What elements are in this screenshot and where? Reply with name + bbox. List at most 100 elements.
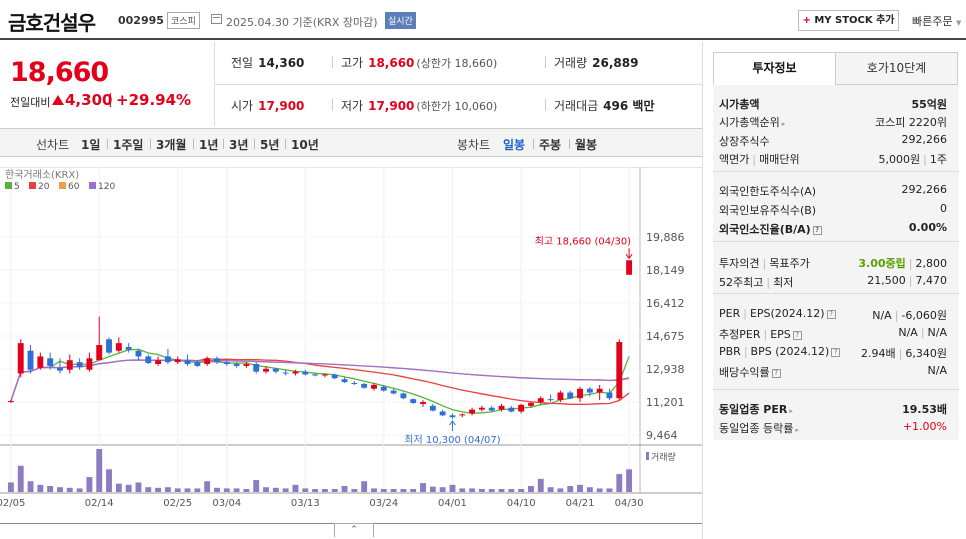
amount-value: 496 백만 (603, 99, 655, 113)
volume-bar (66, 487, 73, 492)
volume-bar (194, 488, 201, 492)
help-icon[interactable]: ? (831, 348, 841, 357)
candle-body (282, 372, 289, 374)
volume-bar (380, 489, 387, 492)
tab-order-book[interactable]: 호가10단계 (835, 52, 958, 85)
add-my-stock-label: MY STOCK 추가 (810, 15, 895, 26)
candle-daily[interactable]: 일봉 (503, 138, 526, 152)
price-chart[interactable]: 한국거래소(KRX) 5 20 60 120 19,886 18,149 16,412 14… (0, 167, 702, 512)
x-tick-label: 02/25 (163, 498, 192, 509)
y-tick-label: 14,675 (646, 330, 685, 343)
candle-body (292, 371, 299, 374)
open-value: 17,900 (258, 99, 305, 113)
help-icon[interactable]: ? (771, 369, 781, 378)
help-icon[interactable]: ? (792, 331, 802, 340)
week52-low-text: 최저 (773, 276, 794, 289)
foreign-ratio-row: 외국인소진율(B/A)? 0.00% (719, 221, 947, 239)
volume: 거래량 26,889 (554, 54, 638, 71)
ma-5-line (10, 348, 630, 415)
add-my-stock-button[interactable]: + MY STOCK 추가 (798, 10, 899, 31)
help-icon[interactable]: ? (826, 310, 836, 319)
market-cap-rank-label: 시가총액순위 ▸ (719, 114, 785, 130)
period-1d[interactable]: 1일 (81, 138, 101, 152)
tab-invest-info[interactable]: 투자정보 (713, 52, 836, 85)
candle-monthly[interactable]: 월봉 (575, 138, 598, 152)
industry-per-label: 동일업종 PER ▸ (719, 401, 793, 417)
week52-label: 52주최고 | 최저 (719, 274, 793, 290)
opinion-text: 투자의견 (719, 257, 760, 270)
stock-name: 금호건설우 (8, 11, 96, 35)
opinion-rating: 3.00중립 (858, 257, 906, 270)
dividend-value: N/A (927, 364, 947, 377)
period-1y[interactable]: 1년 (199, 138, 219, 152)
change-separator: | (108, 92, 113, 108)
candle-body (380, 386, 387, 391)
volume-bar (145, 487, 152, 492)
par-value-amount: 5,000원 (878, 153, 921, 166)
help-icon[interactable]: ? (812, 226, 822, 235)
volume-bar (439, 487, 446, 492)
target-price-text: 목표주가 (769, 257, 810, 270)
candle-body (272, 368, 279, 372)
volume-bar (567, 486, 574, 492)
volume-bar (155, 487, 162, 492)
realtime-badge[interactable]: 실시간 (385, 12, 416, 29)
chart-period-bar: 선차트 1일 1주일 3개월 1년 3년 5년 10년 봉차트 일봉 주봉 월봉 (0, 128, 702, 157)
volume-bar (76, 488, 83, 492)
high-label: 고가 (341, 56, 364, 70)
period-3m[interactable]: 3개월 (156, 138, 187, 152)
candle-body (145, 356, 152, 364)
listed-shares-row: 상장주식수 292,266 (719, 133, 947, 151)
volume-bar (135, 482, 142, 492)
volume-label: 거래량 (554, 56, 588, 70)
market-cap-rank-row[interactable]: 시가총액순위 ▸ 코스피 2220위 (719, 114, 947, 132)
volume-bar (164, 487, 171, 492)
divider (533, 139, 534, 149)
candle-weekly[interactable]: 주봉 (539, 138, 562, 152)
per-eps-row: PER | EPS(2024.12)? N/A | -6,060원 (719, 307, 947, 325)
divider: | (894, 309, 899, 322)
divider (150, 139, 151, 149)
base-date: 2025.04.30 기준(KRX 장마감) (226, 16, 378, 29)
volume-bar (17, 465, 24, 492)
candle-body (537, 398, 544, 403)
volume-legend-swatch (646, 452, 649, 460)
quick-order-button[interactable]: 빠른주문 ▼ (912, 13, 961, 29)
ma-20-line (10, 357, 630, 405)
change-percent: +29.94% (116, 91, 192, 109)
est-per-eps-label: 추정PER | EPS? (719, 326, 802, 342)
listed-shares-value: 292,266 (901, 133, 948, 146)
y-tick-label: 19,886 (646, 231, 685, 244)
candle-body (616, 341, 623, 399)
candle-body (567, 392, 574, 399)
period-10y[interactable]: 10년 (291, 138, 319, 152)
per-text: PER (719, 307, 741, 320)
market-cap-label: 시가총액 (719, 98, 760, 111)
divider (223, 139, 224, 149)
quote-grid: 전일 14,360 고가 18,660 (상한가 18,660) 거래량 26,889 … (214, 42, 703, 126)
per-eps-label: PER | EPS(2024.12)? (719, 307, 836, 320)
period-3y[interactable]: 3년 (229, 138, 249, 152)
trade-unit-text: 매매단위 (759, 153, 800, 166)
low-label: 저가 (341, 99, 364, 113)
market-cap-row: 시가총액 55억원 (719, 96, 947, 114)
candle-body (469, 409, 476, 414)
period-1w[interactable]: 1주일 (113, 138, 144, 152)
low-price: 저가 17,900 (하한가 10,060) (341, 97, 497, 114)
prev-close: 전일 14,360 (231, 54, 304, 71)
calendar-icon (211, 14, 222, 24)
x-tick-label: 03/24 (369, 498, 398, 509)
x-tick-label: 02/05 (0, 498, 25, 509)
candle-body (184, 360, 191, 365)
period-5y[interactable]: 5년 (260, 138, 280, 152)
collapse-chart-button[interactable]: ⌃ (334, 523, 374, 537)
low-value: 17,900 (368, 99, 415, 113)
change-amount: 4,300 (52, 91, 112, 109)
industry-per-row[interactable]: 동일업종 PER ▸ 19.53배 (719, 401, 947, 419)
divider: | (752, 153, 757, 166)
industry-change-row[interactable]: 동일업종 등락률 ▸ +1.00% (719, 420, 947, 438)
volume-bar (537, 478, 544, 492)
volume-bar (371, 488, 377, 492)
divider: | (923, 153, 927, 166)
volume-bar (57, 487, 63, 492)
